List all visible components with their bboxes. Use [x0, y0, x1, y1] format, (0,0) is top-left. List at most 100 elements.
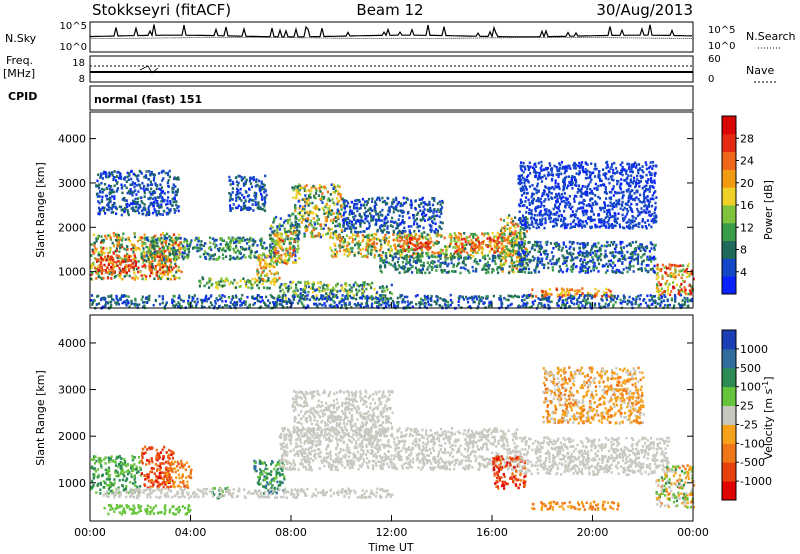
data-cell: [560, 249, 563, 252]
data-cell: [190, 239, 193, 242]
data-cell: [651, 267, 654, 271]
data-cell: [572, 241, 575, 244]
data-cell: [359, 221, 362, 225]
data-cell: [323, 212, 326, 215]
data-cell: [631, 198, 635, 201]
data-cell: [263, 279, 266, 282]
data-cell: [609, 201, 612, 204]
data-cell: [333, 288, 336, 292]
data-cell: [407, 269, 410, 273]
data-cell: [585, 212, 588, 216]
data-cell: [105, 174, 108, 177]
data-cell: [487, 266, 490, 270]
data-cell: [186, 247, 189, 251]
data-cell: [153, 249, 156, 252]
data-cell: [118, 250, 121, 253]
data-cell: [603, 264, 606, 268]
data-cell: [585, 204, 588, 207]
data-cell: [337, 184, 340, 188]
data-cell: [160, 250, 163, 253]
data-cell: [298, 230, 301, 233]
data-cell: [151, 266, 154, 270]
data-cell: [584, 245, 587, 249]
data-cell: [408, 261, 411, 264]
data-cell: [147, 246, 150, 249]
data-cell: [256, 206, 259, 210]
data-cell: [261, 246, 264, 249]
nave-tick-high: 60: [708, 54, 721, 65]
data-cell: [104, 194, 108, 198]
data-cell: [187, 254, 190, 257]
data-cell: [171, 197, 174, 201]
data-cell: [351, 238, 355, 241]
data-cell: [296, 235, 300, 239]
data-cell: [510, 244, 513, 247]
data-cell: [99, 261, 103, 264]
data-cell: [174, 259, 177, 262]
data-cell: [112, 190, 115, 194]
data-cell: [535, 244, 538, 248]
data-cell: [456, 262, 460, 266]
data-cell: [319, 235, 322, 239]
data-cell: [419, 253, 422, 256]
data-cell: [166, 212, 169, 216]
data-cell: [520, 174, 523, 177]
data-cell: [547, 261, 550, 265]
data-cell: [519, 268, 522, 272]
data-cell: [387, 231, 390, 234]
data-cell: [245, 280, 248, 284]
data-cell: [304, 226, 307, 229]
data-cell: [287, 214, 290, 217]
data-cell: [294, 253, 297, 256]
data-cell: [284, 247, 287, 251]
data-cell: [152, 236, 155, 240]
data-cell: [312, 184, 315, 188]
data-cell: [435, 234, 438, 238]
data-cell: [319, 197, 322, 201]
data-cell: [410, 206, 413, 209]
data-cell: [642, 259, 645, 263]
data-cell: [175, 243, 179, 247]
data-cell: [478, 244, 481, 247]
data-cell: [292, 232, 295, 236]
data-cell: [237, 189, 240, 192]
data-cell: [293, 229, 296, 233]
data-cell: [303, 289, 306, 292]
data-cell: [590, 207, 594, 210]
data-cell: [406, 248, 409, 251]
data-cell: [326, 210, 329, 214]
data-cell: [465, 236, 468, 239]
data-cell: [113, 234, 116, 238]
data-cell: [253, 254, 256, 258]
data-cell: [148, 190, 151, 194]
data-cell: [390, 283, 393, 287]
data-cell: [296, 289, 299, 292]
data-cell: [229, 197, 232, 200]
data-cell: [164, 234, 167, 237]
data-cell: [517, 250, 520, 253]
data-cell: [216, 286, 219, 290]
data-cell: [281, 247, 284, 251]
data-cell: [375, 220, 378, 224]
data-cell: [375, 223, 378, 226]
data-cell: [361, 197, 364, 201]
data-cell: [359, 225, 362, 228]
data-cell: [620, 254, 623, 258]
data-cell: [306, 199, 309, 202]
data-cell: [294, 204, 297, 207]
data-cell: [305, 282, 308, 285]
data-cell: [629, 256, 632, 259]
data-cell: [115, 254, 118, 257]
data-cell: [171, 190, 174, 194]
data-cell: [532, 225, 535, 229]
data-cell: [161, 271, 164, 274]
data-cell: [574, 222, 577, 226]
data-cell: [327, 283, 330, 287]
data-cell: [152, 253, 155, 257]
data-cell: [387, 261, 391, 265]
data-cell: [522, 264, 525, 268]
data-cell: [543, 213, 546, 216]
data-cell: [272, 278, 275, 282]
data-cell: [305, 229, 308, 232]
data-cell: [333, 242, 336, 246]
